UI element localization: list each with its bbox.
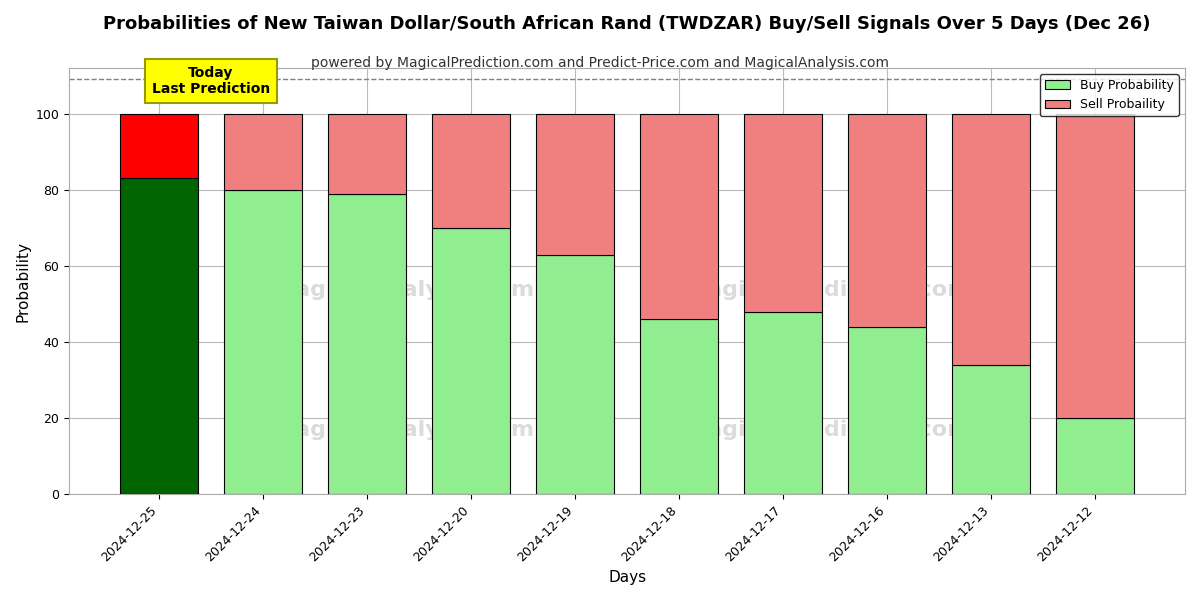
Text: MagicalPrediction.com: MagicalPrediction.com bbox=[685, 421, 971, 440]
Bar bbox=[432, 228, 510, 494]
Title: Probabilities of New Taiwan Dollar/South African Rand (TWDZAR) Buy/Sell Signals : Probabilities of New Taiwan Dollar/South… bbox=[103, 15, 1151, 33]
Bar bbox=[120, 113, 198, 178]
Bar bbox=[953, 113, 1031, 365]
Text: powered by MagicalPrediction.com and Predict-Price.com and MagicalAnalysis.com: powered by MagicalPrediction.com and Pre… bbox=[311, 56, 889, 70]
Bar bbox=[536, 254, 614, 494]
Bar bbox=[120, 178, 198, 494]
Bar bbox=[224, 113, 302, 190]
Bar bbox=[640, 113, 718, 319]
Text: MagicalPrediction.com: MagicalPrediction.com bbox=[685, 280, 971, 299]
Bar bbox=[224, 190, 302, 494]
Bar bbox=[953, 365, 1031, 494]
Bar bbox=[848, 327, 926, 494]
X-axis label: Days: Days bbox=[608, 570, 646, 585]
Bar bbox=[848, 113, 926, 327]
Bar bbox=[536, 113, 614, 254]
Legend: Buy Probability, Sell Probaility: Buy Probability, Sell Probaility bbox=[1040, 74, 1178, 116]
Y-axis label: Probability: Probability bbox=[16, 241, 30, 322]
Text: MagicalAnalysis.com: MagicalAnalysis.com bbox=[274, 421, 534, 440]
Bar bbox=[1056, 113, 1134, 418]
Bar bbox=[744, 311, 822, 494]
Bar bbox=[432, 113, 510, 228]
Bar bbox=[1056, 418, 1134, 494]
Bar bbox=[640, 319, 718, 494]
Bar bbox=[744, 113, 822, 311]
Text: Today
Last Prediction: Today Last Prediction bbox=[151, 66, 270, 97]
Bar bbox=[328, 113, 406, 194]
Bar bbox=[328, 194, 406, 494]
Text: MagicalAnalysis.com: MagicalAnalysis.com bbox=[274, 280, 534, 299]
